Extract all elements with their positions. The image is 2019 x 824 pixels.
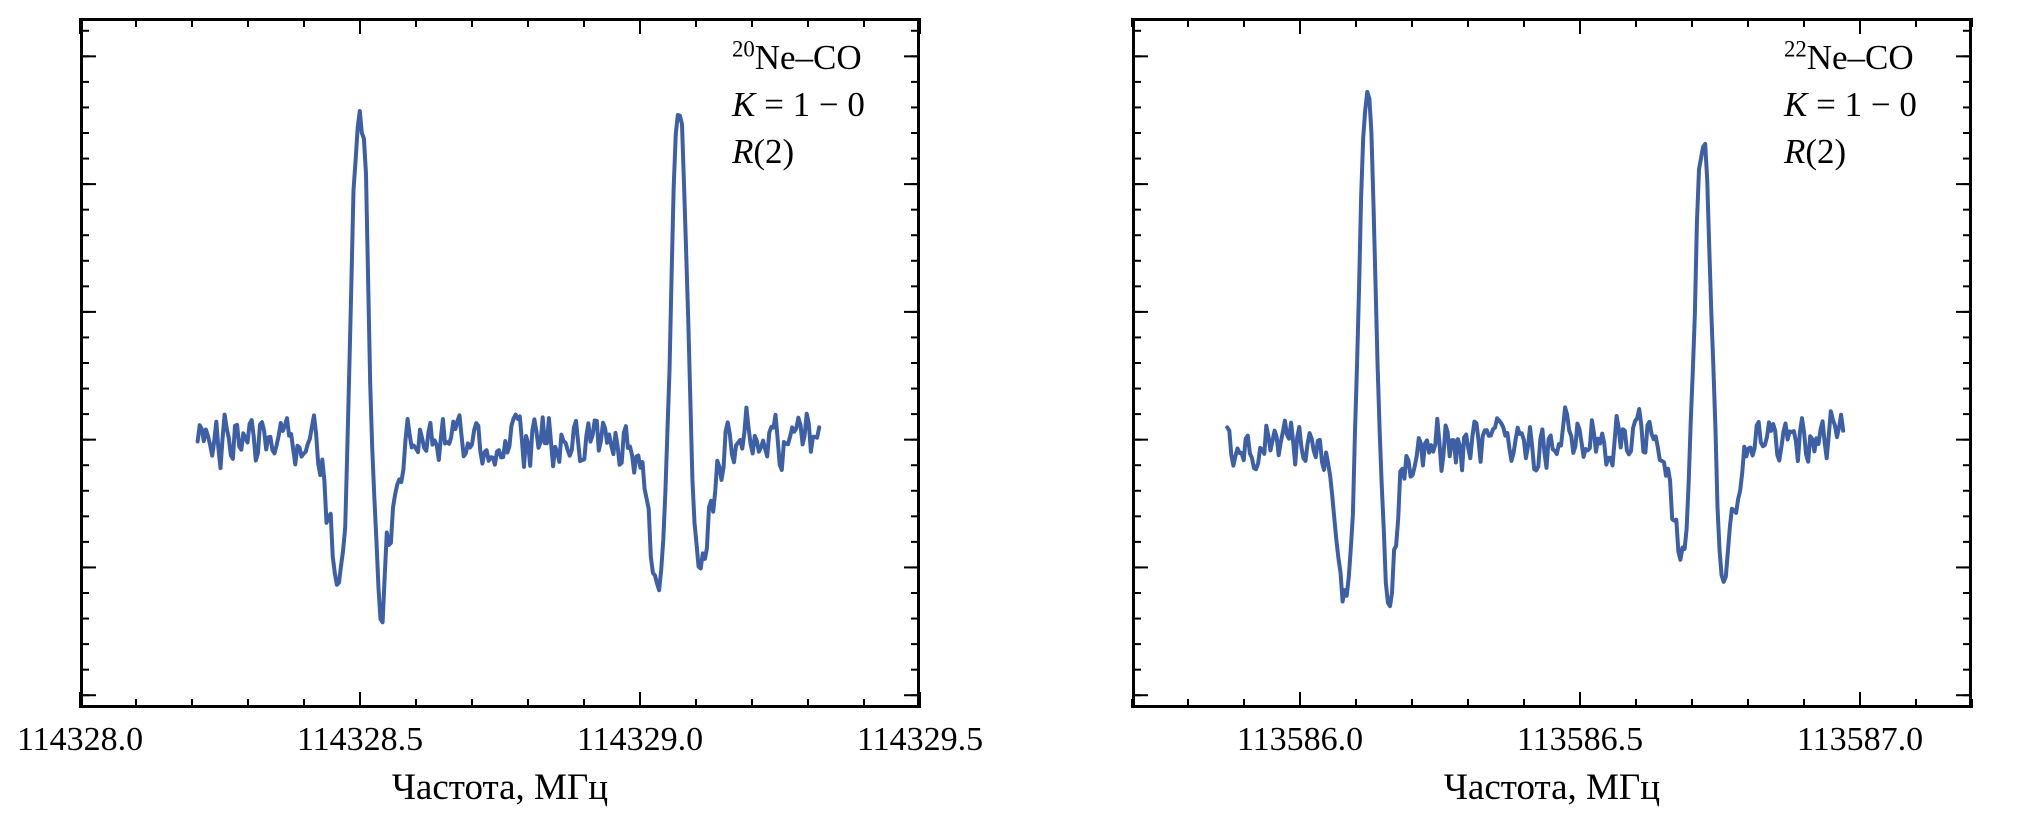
plot-area-20ne: 114328.0 114328.5 114329.0 114329.5 20Ne–CO… <box>17 18 983 758</box>
r-symbol: R <box>1784 132 1806 171</box>
annotation-molecule: 22Ne–CO <box>1784 34 1917 81</box>
spectrum-trace <box>195 109 822 625</box>
x-tick-label: 114328.5 <box>297 721 423 758</box>
molecule-label: Ne–CO <box>1806 38 1914 77</box>
annotation-molecule: 20Ne–CO <box>732 34 865 81</box>
annotation-transition: K = 1 − 0 <box>732 81 865 128</box>
x-tick-label: 114328.0 <box>17 721 143 758</box>
k-value: = 1 − 0 <box>1807 85 1917 124</box>
annotation-transition: K = 1 − 0 <box>1784 81 1917 128</box>
isotope-superscript: 22 <box>1784 36 1807 62</box>
plot-frame <box>80 18 920 708</box>
isotope-superscript: 20 <box>732 36 755 62</box>
spectrum-trace <box>1225 89 1846 609</box>
x-axis-title: Частота, МГц <box>1443 767 1661 808</box>
x-tick-label: 114329.5 <box>857 721 983 758</box>
annotation-22ne: 22Ne–CO K = 1 − 0 R(2) <box>1784 34 1917 175</box>
plot-frame <box>1132 18 1972 708</box>
annotation-branch: R(2) <box>1784 128 1917 175</box>
k-value: = 1 − 0 <box>755 85 865 124</box>
plot-area-22ne: 113586.0 113586.5 113587.0 22Ne–CO K = 1 −… <box>1131 18 1973 758</box>
r-symbol: R <box>732 132 754 171</box>
x-tick-label: 114329.0 <box>577 721 703 758</box>
x-axis-title: Частота, МГц <box>391 767 609 808</box>
annotation-branch: R(2) <box>732 128 865 175</box>
spectrum-panel-20ne: 114328.0 114328.5 114329.0 114329.5 20Ne–CO… <box>17 18 983 818</box>
annotation-20ne: 20Ne–CO K = 1 − 0 R(2) <box>732 34 865 175</box>
x-tick-label: 113587.0 <box>1797 721 1923 758</box>
k-symbol: K <box>732 85 756 124</box>
spectrum-plot-20ne: 114328.0 114328.5 114329.0 114329.5 <box>17 18 983 758</box>
k-symbol: K <box>1784 85 1808 124</box>
spectrum-panel-22ne: 113586.0 113586.5 113587.0 22Ne–CO K = 1 −… <box>1131 18 1973 818</box>
spectrum-plot-22ne: 113586.0 113586.5 113587.0 <box>1131 18 1973 758</box>
r-value: (2) <box>753 132 795 171</box>
x-tick-label: 113586.5 <box>1517 721 1643 758</box>
molecule-label: Ne–CO <box>754 38 862 77</box>
r-value: (2) <box>1805 132 1847 171</box>
x-tick-label: 113586.0 <box>1237 721 1363 758</box>
